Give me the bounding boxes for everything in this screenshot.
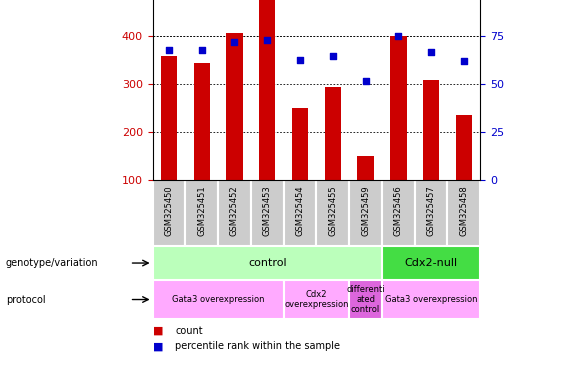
Bar <box>382 246 480 280</box>
Bar <box>218 180 251 246</box>
Bar <box>349 280 382 319</box>
Point <box>427 49 436 55</box>
Text: GSM325456: GSM325456 <box>394 186 403 237</box>
Point <box>197 47 206 53</box>
Text: Cdx2
overexpression: Cdx2 overexpression <box>284 290 349 309</box>
Text: GSM325455: GSM325455 <box>328 186 337 236</box>
Text: GSM325454: GSM325454 <box>295 186 305 236</box>
Bar <box>284 180 316 246</box>
Bar <box>390 36 407 180</box>
Bar <box>185 180 218 246</box>
Text: GSM325450: GSM325450 <box>164 186 173 236</box>
Bar <box>447 180 480 246</box>
Point <box>361 78 370 84</box>
Text: GSM325453: GSM325453 <box>263 186 272 237</box>
Text: Gata3 overexpression: Gata3 overexpression <box>172 295 264 304</box>
Text: GSM325452: GSM325452 <box>230 186 239 236</box>
Text: genotype/variation: genotype/variation <box>6 258 98 268</box>
Text: GSM325458: GSM325458 <box>459 186 468 237</box>
Bar <box>284 280 349 319</box>
Bar <box>153 280 284 319</box>
Bar <box>292 109 308 180</box>
Point <box>328 53 337 59</box>
Text: ■: ■ <box>153 326 163 336</box>
Text: Gata3 overexpression: Gata3 overexpression <box>385 295 477 304</box>
Text: differenti
ated
control: differenti ated control <box>346 285 385 314</box>
Bar <box>153 246 382 280</box>
Bar <box>226 33 243 180</box>
Bar <box>423 80 440 180</box>
Point <box>164 47 173 53</box>
Bar <box>358 157 374 180</box>
Bar <box>382 280 480 319</box>
Bar <box>455 115 472 180</box>
Point <box>459 58 468 65</box>
Bar <box>382 180 415 246</box>
Text: GSM325451: GSM325451 <box>197 186 206 236</box>
Text: protocol: protocol <box>6 295 45 305</box>
Text: ■: ■ <box>153 341 163 351</box>
Bar <box>193 63 210 180</box>
Bar <box>415 180 447 246</box>
Bar <box>153 180 185 246</box>
Point <box>230 39 239 45</box>
Bar <box>259 0 276 180</box>
Text: count: count <box>175 326 203 336</box>
Bar <box>324 87 341 180</box>
Point <box>394 33 403 40</box>
Text: control: control <box>248 258 286 268</box>
Text: percentile rank within the sample: percentile rank within the sample <box>175 341 340 351</box>
Bar <box>161 56 177 180</box>
Point <box>295 56 305 63</box>
Text: Cdx2-null: Cdx2-null <box>405 258 458 268</box>
Bar <box>251 180 284 246</box>
Text: GSM325459: GSM325459 <box>361 186 370 236</box>
Bar <box>349 180 382 246</box>
Point <box>263 37 272 43</box>
Text: GSM325457: GSM325457 <box>427 186 436 237</box>
Bar <box>316 180 349 246</box>
